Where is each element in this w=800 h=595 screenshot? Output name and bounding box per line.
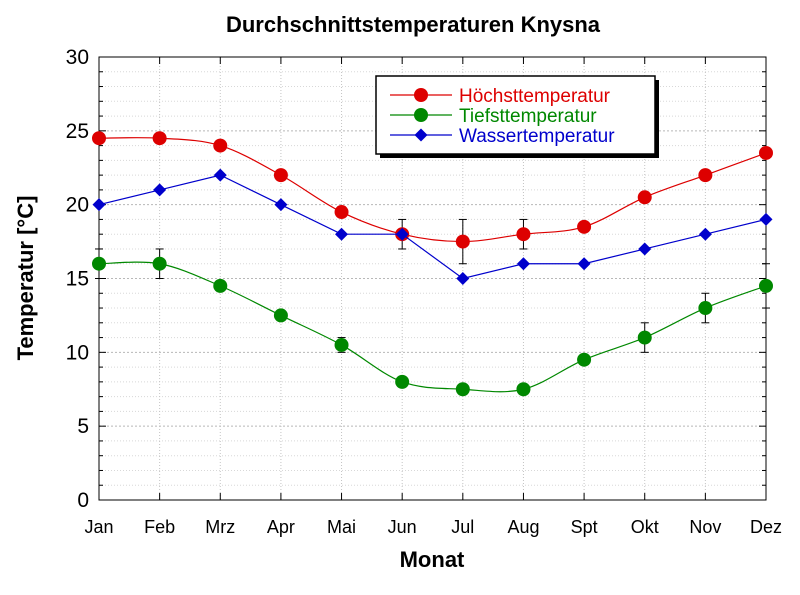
data-point-circle (577, 352, 592, 367)
series-1 (92, 248, 773, 397)
data-point-circle (759, 145, 773, 160)
data-point-circle (334, 337, 349, 352)
data-point-circle (395, 374, 410, 389)
legend-label: Tiefsttemperatur (459, 106, 597, 127)
data-point-circle (759, 278, 773, 293)
x-tick-label: Apr (267, 517, 295, 537)
y-axis-ticks: 0 5 10 15 20 25 30 (66, 46, 766, 512)
y-tick-label: 5 (77, 415, 89, 438)
data-point-diamond (516, 257, 530, 271)
y-tick-label: 10 (66, 341, 89, 364)
data-point-diamond (92, 198, 106, 212)
legend-marker-diamond (414, 128, 428, 142)
data-point-circle (213, 278, 228, 293)
data-point-circle (577, 219, 592, 234)
data-point-diamond (274, 198, 288, 212)
y-axis-title: Temperatur [°C] (13, 196, 38, 361)
x-tick-label: Jul (451, 517, 474, 537)
data-point-circle (334, 205, 349, 220)
data-point-diamond (577, 257, 591, 271)
data-point-diamond (153, 183, 167, 197)
y-tick-label: 25 (66, 120, 89, 143)
x-tick-label: Nov (689, 517, 721, 537)
legend-marker-circle (414, 88, 428, 102)
legend-label: Wassertemperatur (459, 126, 615, 147)
data-point-circle (516, 382, 531, 397)
series-0 (92, 131, 773, 265)
legend: HöchsttemperaturTiefsttemperaturWasserte… (375, 75, 659, 158)
data-point-circle (637, 330, 652, 345)
data-point-diamond (456, 272, 470, 285)
data-point-circle (152, 131, 167, 146)
data-point-circle (455, 234, 470, 249)
x-tick-label: Aug (507, 517, 539, 537)
data-point-circle (637, 190, 652, 205)
data-point-diamond (335, 227, 349, 241)
data-point-circle (152, 256, 167, 271)
y-tick-label: 30 (66, 46, 89, 69)
x-tick-label: Feb (144, 517, 175, 537)
x-tick-label: Spt (571, 517, 598, 537)
data-point-circle (92, 256, 106, 271)
y-tick-label: 15 (66, 268, 89, 291)
x-tick-label: Okt (631, 517, 659, 537)
series-line (98, 174, 767, 280)
legend-marker-circle (414, 108, 428, 122)
x-tick-label: Dez (750, 517, 782, 537)
data-point-circle (213, 138, 228, 153)
x-axis-title: Monat (400, 547, 465, 572)
data-point-circle (455, 382, 470, 397)
x-tick-label: Jun (388, 517, 417, 537)
legend-label: Höchsttemperatur (459, 86, 611, 107)
x-axis-ticks: Jan Feb Mrz Apr Mai Jun Jul Aug Spt Okt Nov Dez (84, 57, 782, 537)
series-2 (92, 168, 773, 285)
series-group (92, 131, 773, 397)
data-point-circle (92, 131, 106, 146)
data-point-diamond (698, 227, 712, 241)
data-point-circle (698, 168, 713, 183)
x-tick-label: Mai (327, 517, 356, 537)
x-tick-label: Jan (84, 517, 113, 537)
data-point-circle (516, 227, 531, 242)
series-line (98, 261, 767, 393)
data-point-diamond (638, 242, 652, 256)
x-tick-label: Mrz (205, 517, 235, 537)
y-tick-label: 0 (77, 489, 89, 512)
data-point-diamond (759, 212, 773, 226)
data-point-circle (273, 168, 288, 183)
y-tick-label: 20 (66, 194, 89, 217)
chart-title: Durchschnittstemperaturen Knysna (226, 12, 601, 37)
data-point-circle (698, 301, 713, 316)
data-point-diamond (213, 168, 227, 182)
data-point-diamond (395, 227, 409, 241)
data-point-circle (273, 308, 288, 323)
